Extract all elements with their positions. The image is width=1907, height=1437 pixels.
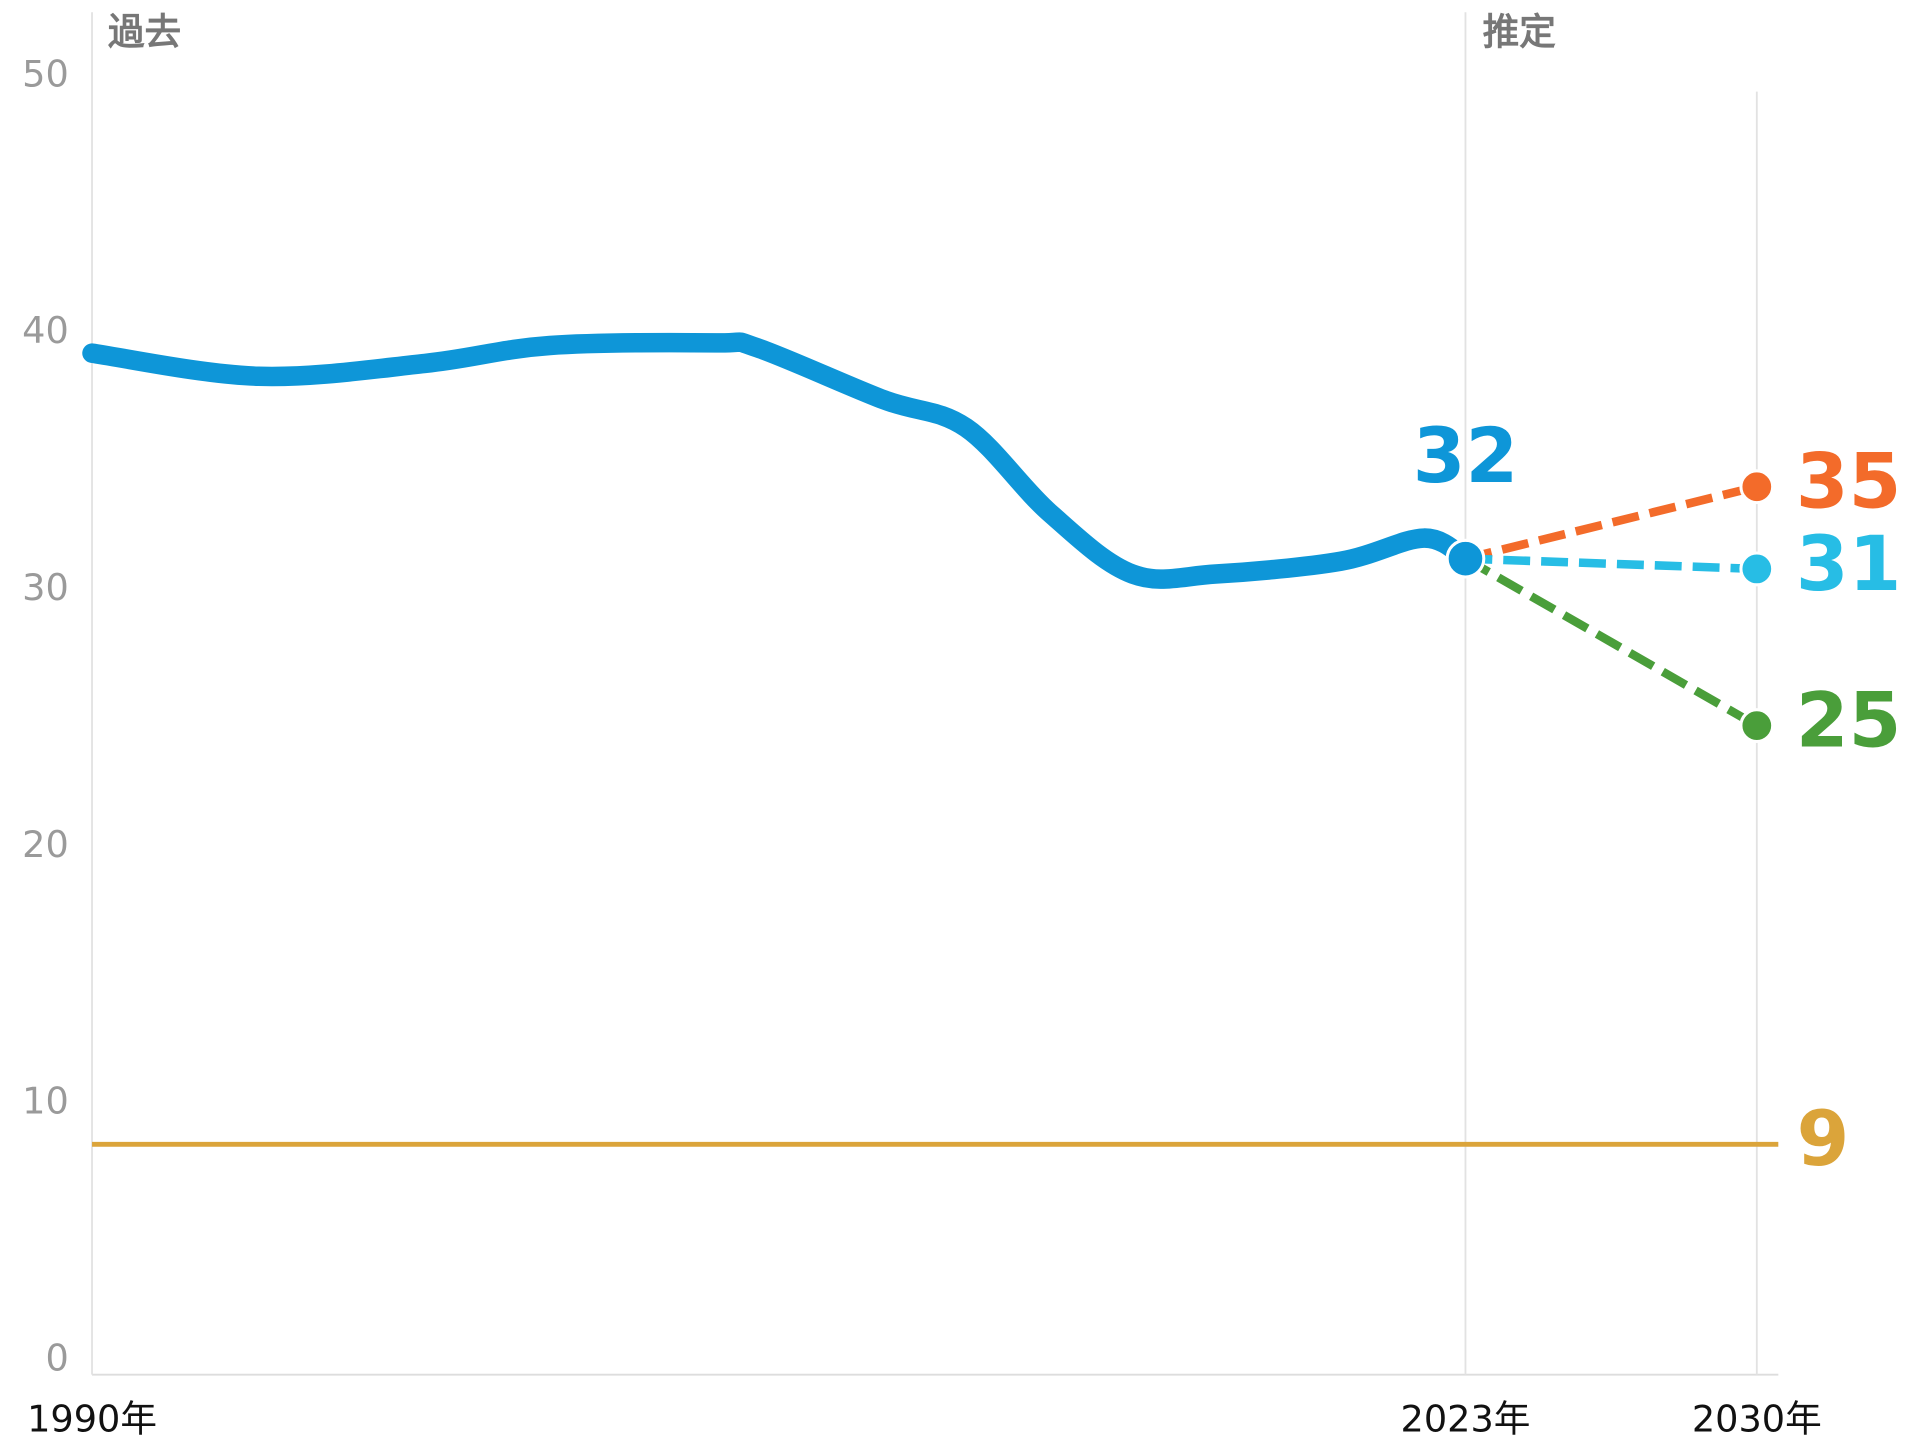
y-tick-label: 50	[22, 52, 69, 95]
end-point	[1739, 551, 1775, 587]
y-tick-label: 10	[22, 1080, 69, 1123]
y-tick-label: 20	[22, 823, 69, 866]
series-line	[1465, 554, 1757, 574]
end-point	[1739, 708, 1775, 744]
region-label: 過去	[108, 11, 181, 54]
value-label: 25	[1796, 677, 1901, 765]
reference-label: 9	[1797, 1095, 1850, 1183]
y-tick-label: 40	[22, 309, 69, 352]
region-label: 推定	[1483, 11, 1557, 54]
x-tick-label: 1990年	[27, 1398, 157, 1437]
value-label: 32	[1413, 412, 1518, 500]
y-tick-label: 30	[22, 566, 69, 609]
series-line	[1463, 554, 1759, 730]
end-point	[1445, 538, 1486, 579]
y-tick-label: 0	[46, 1337, 69, 1380]
x-tick-label: 2023年	[1401, 1398, 1531, 1437]
series-line	[82, 332, 1476, 589]
value-label: 31	[1796, 520, 1901, 608]
value-label: 35	[1796, 438, 1901, 526]
x-tick-label: 2030年	[1692, 1398, 1822, 1437]
series-line	[1464, 482, 1758, 563]
end-point	[1739, 469, 1775, 505]
